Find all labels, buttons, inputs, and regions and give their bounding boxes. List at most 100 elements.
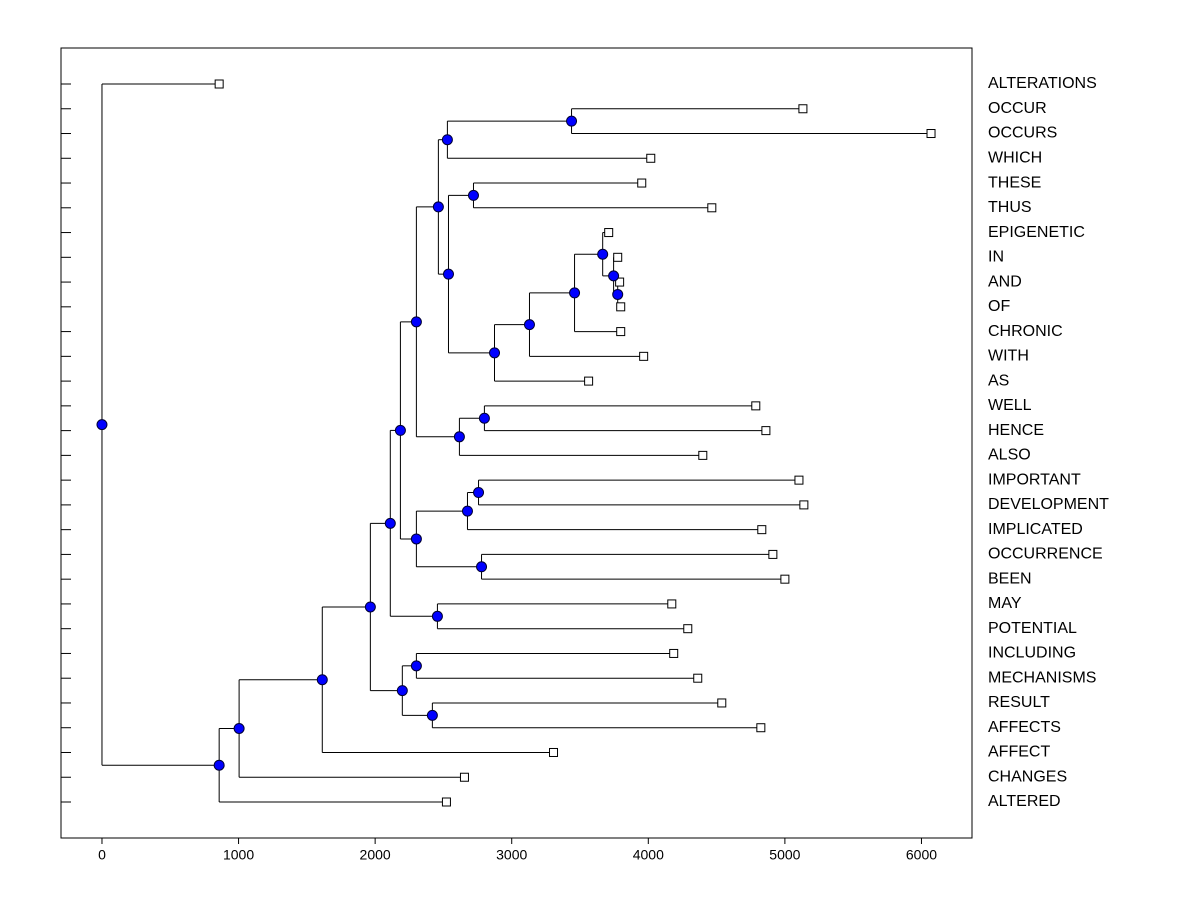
leaf-label: MECHANISMS — [988, 669, 1096, 686]
leaf-marker — [637, 178, 647, 188]
node-marker — [478, 412, 490, 424]
leaf-marker — [616, 302, 626, 312]
node-marker — [233, 722, 245, 734]
node-marker — [316, 674, 328, 686]
x-tick-label: 6000 — [906, 847, 937, 863]
leaf-label: THESE — [988, 174, 1041, 191]
node-marker — [461, 505, 473, 517]
leaf-label: OCCURS — [988, 125, 1057, 142]
node-marker — [396, 685, 408, 697]
leaf-marker — [794, 475, 804, 485]
leaf-marker — [698, 450, 708, 460]
leaf-label: ALTERED — [988, 793, 1061, 810]
leaf-marker — [616, 327, 626, 337]
leaf-marker — [667, 599, 677, 609]
leaf-label: CHRONIC — [988, 323, 1063, 340]
node-marker — [384, 517, 396, 529]
leaf-marker — [757, 525, 767, 535]
node-marker — [96, 419, 108, 431]
node-marker — [364, 601, 376, 613]
leaf-label: IMPLICATED — [988, 521, 1083, 538]
node-marker — [597, 248, 609, 260]
node-marker — [523, 319, 535, 331]
node-marker — [467, 189, 479, 201]
leaf-label: AS — [988, 372, 1009, 389]
leaf-marker — [768, 549, 778, 559]
leaf-marker — [584, 376, 594, 386]
node-marker — [453, 431, 465, 443]
leaf-label: ALSO — [988, 447, 1031, 464]
leaf-label: IMPORTANT — [988, 471, 1081, 488]
leaf-marker — [799, 500, 809, 510]
leaf-label: HENCE — [988, 422, 1044, 439]
leaf-marker — [761, 426, 771, 436]
leaf-label: AFFECT — [988, 744, 1050, 761]
x-tick-label: 3000 — [496, 847, 527, 863]
leaf-label: CHANGES — [988, 768, 1067, 785]
leaf-label: WELL — [988, 397, 1032, 414]
leaf-marker — [646, 153, 656, 163]
x-tick-label: 0 — [98, 847, 106, 863]
node-marker — [394, 424, 406, 436]
node-marker — [608, 270, 620, 282]
leaf-label: WITH — [988, 348, 1029, 365]
leaf-label: BEEN — [988, 570, 1032, 587]
node-marker — [612, 288, 624, 300]
leaf-label: IN — [988, 249, 1004, 266]
node-marker — [489, 347, 501, 359]
leaf-marker — [683, 624, 693, 634]
leaf-label: DEVELOPMENT — [988, 496, 1109, 513]
node-marker — [426, 709, 438, 721]
leaf-label: RESULT — [988, 694, 1050, 711]
x-tick-label: 4000 — [633, 847, 664, 863]
leaf-marker — [615, 277, 625, 287]
leaf-marker — [441, 797, 451, 807]
node-marker — [476, 561, 488, 573]
leaf-marker — [717, 698, 727, 708]
x-tick-label: 5000 — [769, 847, 800, 863]
leaf-marker — [549, 747, 559, 757]
node-marker — [431, 610, 443, 622]
leaf-marker — [926, 129, 936, 139]
leaf-marker — [604, 228, 614, 238]
node-marker — [410, 660, 422, 672]
leaf-label: INCLUDING — [988, 645, 1076, 662]
node-marker — [442, 268, 454, 280]
leaf-marker — [751, 401, 761, 411]
leaf-label: OF — [988, 298, 1010, 315]
leaf-marker — [459, 772, 469, 782]
leaf-label: EPIGENETIC — [988, 224, 1085, 241]
node-marker — [569, 287, 581, 299]
leaf-label: MAY — [988, 595, 1022, 612]
leaf-marker — [214, 79, 224, 89]
node-marker — [410, 316, 422, 328]
leaf-label: WHICH — [988, 149, 1042, 166]
leaf-marker — [613, 252, 623, 262]
leaf-marker — [707, 203, 717, 213]
node-marker — [410, 533, 422, 545]
leaf-label: THUS — [988, 199, 1032, 216]
leaf-label: ALTERATIONS — [988, 75, 1097, 92]
leaf-label: OCCUR — [988, 100, 1047, 117]
markers — [96, 79, 936, 807]
node-marker — [566, 115, 578, 127]
leaf-marker — [639, 351, 649, 361]
x-tick-label: 2000 — [360, 847, 391, 863]
leaf-marker — [693, 673, 703, 683]
node-marker — [441, 134, 453, 146]
node-marker — [473, 487, 485, 499]
leaf-label: AND — [988, 273, 1022, 290]
node-marker — [213, 759, 225, 771]
leaf-label: POTENTIAL — [988, 620, 1077, 637]
leaf-marker — [669, 648, 679, 658]
plot-frame — [60, 47, 973, 839]
x-tick-label: 1000 — [223, 847, 254, 863]
leaf-label: AFFECTS — [988, 719, 1061, 736]
node-marker — [432, 201, 444, 213]
leaf-marker — [780, 574, 790, 584]
leaf-marker — [756, 723, 766, 733]
leaf-label: OCCURRENCE — [988, 546, 1103, 563]
leaf-marker — [798, 104, 808, 114]
branches — [101, 83, 932, 803]
